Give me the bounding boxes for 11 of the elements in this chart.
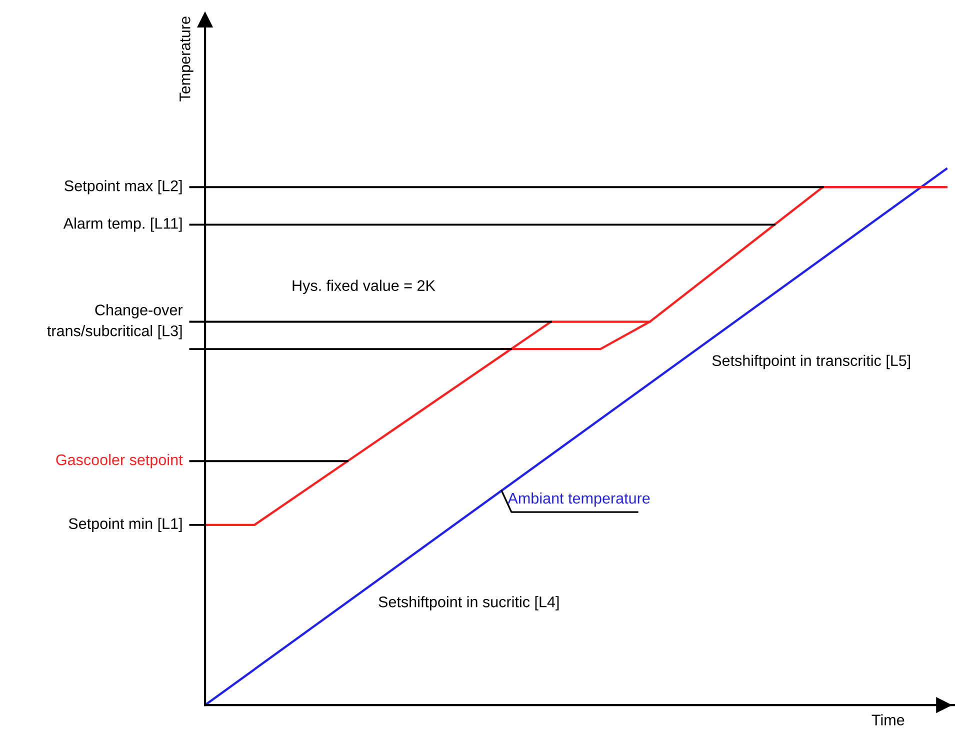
text: Gascooler setpoint — [56, 454, 183, 468]
annotation: Setshiftpoint in transcritic [L5] — [712, 354, 910, 370]
ref-line-label: Setpoint max [L2] — [64, 180, 182, 194]
x-axis-title: Time — [872, 714, 904, 726]
series-label: Ambiant temperature — [508, 492, 650, 507]
ref-line-label: Setpoint min [L1] — [68, 518, 182, 532]
annotation: Hys. fixed value = 2K — [292, 280, 436, 294]
ref-line-label: Alarm temp. [L11] — [63, 218, 182, 232]
annotation: Setshiftpoint in sucritic [L4] — [378, 596, 559, 610]
y-axis-title: Temperature — [180, 16, 194, 102]
ref-line-label: Change-over trans/subcritical [L3] — [47, 304, 183, 340]
